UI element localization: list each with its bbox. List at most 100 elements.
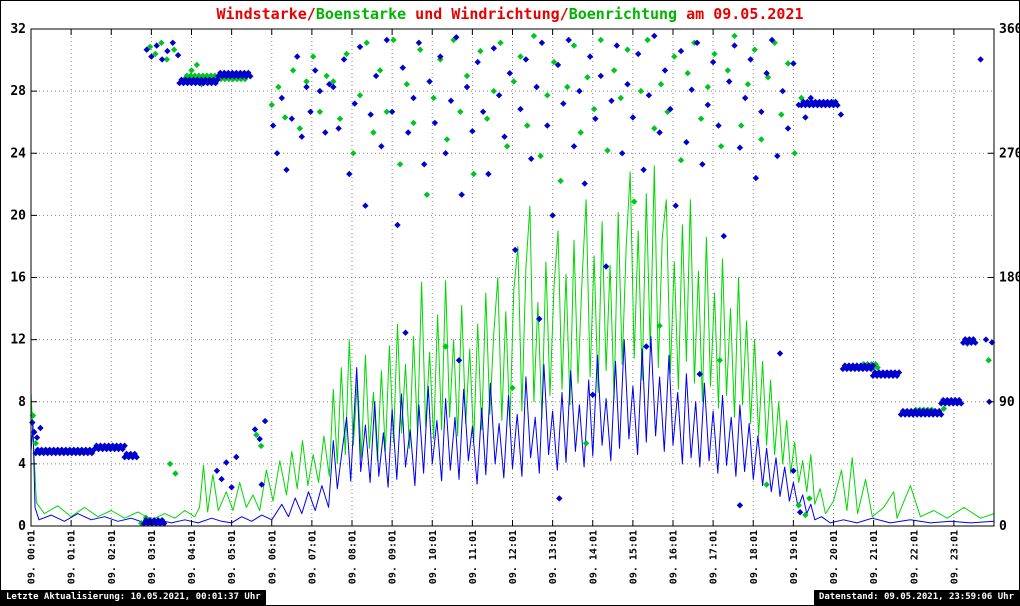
windrichtung-marker <box>554 61 562 69</box>
boenrichtung-marker <box>684 70 691 77</box>
windrichtung-marker <box>405 129 412 136</box>
x-tick-label: 09. 08:01 <box>348 530 359 584</box>
x-tick-label: 09. 05:01 <box>227 530 238 584</box>
windrichtung-marker <box>36 449 43 457</box>
windrichtung-marker <box>774 152 781 160</box>
windrichtung-marker <box>261 417 269 425</box>
windrichtung-marker <box>431 119 439 127</box>
boenrichtung-marker <box>631 198 638 205</box>
windrichtung-marker <box>479 108 487 115</box>
windrichtung-marker <box>635 50 642 58</box>
windrichtung-marker <box>731 42 738 49</box>
windrichtung-marker <box>768 36 776 44</box>
windrichtung-marker <box>528 155 535 162</box>
boenrichtung-marker <box>396 161 404 168</box>
x-tick-label: 09. 10:01 <box>428 530 439 584</box>
windrichtung-marker <box>704 101 711 109</box>
windrichtung-marker <box>176 79 183 87</box>
windrichtung-marker <box>501 133 508 140</box>
windrichtung-marker <box>533 83 540 91</box>
boenrichtung-marker <box>731 32 738 40</box>
windrichtung-marker <box>335 125 342 132</box>
boenrichtung-marker <box>517 53 524 60</box>
windrichtung-marker <box>233 453 240 461</box>
x-tick-label: 09. 18:01 <box>749 530 760 584</box>
windrichtung-marker <box>495 92 503 99</box>
windrichtung-marker <box>921 411 929 418</box>
boenrichtung-marker <box>724 67 731 74</box>
windrichtung-marker <box>560 100 567 107</box>
boenrichtung-marker <box>610 67 618 74</box>
x-tick-label: 09. 23:01 <box>949 530 960 584</box>
windrichtung-marker <box>34 446 41 453</box>
windrichtung-marker <box>273 150 281 157</box>
boenrichtung-marker <box>423 191 431 198</box>
x-tick-label: 09. 22:01 <box>909 530 920 584</box>
boenrichtung-marker <box>510 78 517 85</box>
boenrichtung-marker <box>188 67 195 74</box>
boenrichtung-marker <box>664 108 671 115</box>
windrichtung-marker <box>164 47 171 55</box>
windrichtung-marker <box>44 449 51 457</box>
windrichtung-marker <box>394 221 401 229</box>
windrichtung-marker <box>970 336 977 343</box>
windrichtung-marker <box>776 350 784 357</box>
windrichtung-marker <box>158 56 166 63</box>
windrichtung-marker <box>972 339 979 346</box>
windrichtung-marker <box>399 64 406 71</box>
boenrichtung-marker <box>443 136 451 143</box>
windrichtung-marker <box>194 76 201 83</box>
x-tick-label: 09. 03:01 <box>147 530 158 584</box>
windrichtung-marker <box>790 60 797 67</box>
boenrichtung-marker <box>158 39 165 46</box>
windrichtung-marker <box>60 449 67 457</box>
boenrichtung-marker <box>577 129 584 136</box>
windrichtung-marker <box>699 161 706 168</box>
boenrichtung-marker <box>442 343 449 350</box>
boenrichtung-marker <box>644 36 651 44</box>
windrichtung-marker <box>52 449 59 457</box>
boenrichtung-marker <box>303 78 310 85</box>
windrichtung-marker <box>643 343 650 350</box>
boenrichtung-marker <box>802 511 809 519</box>
windrichtung-marker <box>915 407 923 415</box>
boenrichtung-marker <box>241 75 249 83</box>
windrichtung-marker <box>31 428 38 436</box>
windrichtung-marker <box>153 42 160 49</box>
boenrichtung-marker <box>430 94 437 102</box>
windrichtung-marker <box>133 454 140 461</box>
windrichtung-marker <box>784 125 792 132</box>
windrichtung-marker <box>340 56 348 63</box>
windrichtung-marker <box>256 435 263 443</box>
windrichtung-marker <box>640 166 647 173</box>
boenrichtung-marker <box>310 53 317 60</box>
windrichtung-marker <box>202 76 209 83</box>
x-tick-label: 09. 19:01 <box>789 530 800 584</box>
windrichtung-marker <box>372 72 380 80</box>
boenrichtung-marker <box>490 87 497 95</box>
boenrichtung-marker <box>229 75 237 83</box>
boenrichtung-marker <box>758 136 765 143</box>
windrichtung-marker <box>269 122 277 129</box>
boenrichtung-marker <box>497 39 504 46</box>
windrichtung-marker <box>182 76 189 83</box>
windrichtung-marker <box>458 191 465 198</box>
windrichtung-marker <box>779 87 786 95</box>
y-left-tick-label: 24 <box>10 146 26 161</box>
windrichtung-marker <box>158 517 166 524</box>
windrichtung-marker <box>619 150 626 157</box>
title-part: Boenrichtung <box>568 5 678 23</box>
x-tick-label: 09. 17:01 <box>709 530 720 584</box>
windrichtung-marker <box>490 45 497 52</box>
windrichtung-marker <box>556 495 563 502</box>
windstaerke-line <box>30 336 995 524</box>
windrichtung-marker <box>869 362 877 369</box>
boenrichtung-marker <box>940 405 947 412</box>
boenrichtung-marker <box>275 83 282 91</box>
windrichtung-marker <box>50 446 57 453</box>
windrichtung-marker <box>936 407 943 415</box>
windrichtung-marker <box>111 445 118 453</box>
windrichtung-marker <box>154 517 162 524</box>
boenrichtung-marker <box>356 92 364 99</box>
windrichtung-marker <box>672 202 679 209</box>
